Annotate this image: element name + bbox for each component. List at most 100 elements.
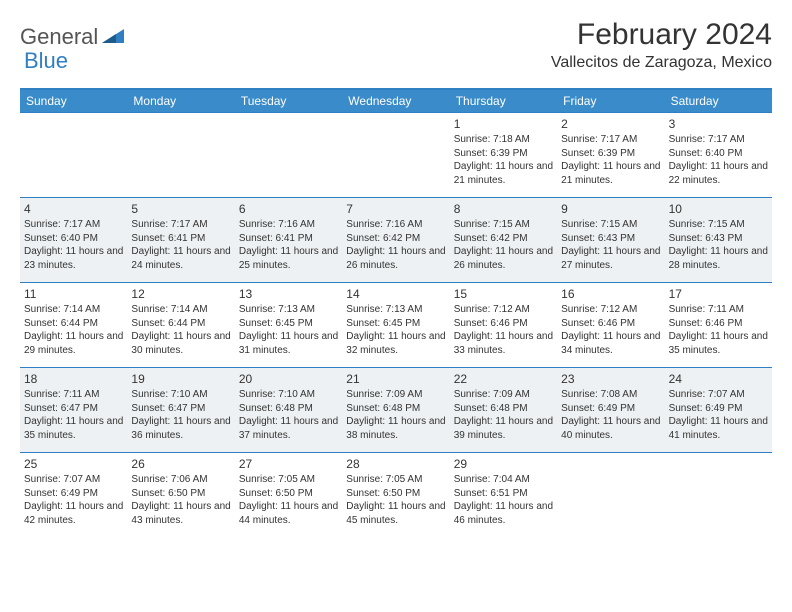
sunset-text: Sunset: 6:47 PM: [131, 402, 230, 416]
sunset-text: Sunset: 6:39 PM: [454, 147, 553, 161]
daylight-text: Daylight: 11 hours and 40 minutes.: [561, 415, 660, 442]
sunset-text: Sunset: 6:48 PM: [346, 402, 445, 416]
sunset-text: Sunset: 6:49 PM: [24, 487, 123, 501]
day-number: 3: [669, 116, 768, 132]
sunrise-text: Sunrise: 7:15 AM: [454, 218, 553, 232]
sunrise-text: Sunrise: 7:14 AM: [24, 303, 123, 317]
day-number: 8: [454, 201, 553, 217]
sunset-text: Sunset: 6:45 PM: [239, 317, 338, 331]
day-cell: 8Sunrise: 7:15 AMSunset: 6:42 PMDaylight…: [450, 198, 557, 282]
day-cell: [665, 453, 772, 537]
day-number: 13: [239, 286, 338, 302]
day-cell: [127, 113, 234, 197]
daylight-text: Daylight: 11 hours and 41 minutes.: [669, 415, 768, 442]
day-number: 14: [346, 286, 445, 302]
day-number: 20: [239, 371, 338, 387]
sunrise-text: Sunrise: 7:16 AM: [239, 218, 338, 232]
sunrise-text: Sunrise: 7:12 AM: [454, 303, 553, 317]
sunrise-text: Sunrise: 7:09 AM: [346, 388, 445, 402]
day-number: 16: [561, 286, 660, 302]
sunset-text: Sunset: 6:46 PM: [454, 317, 553, 331]
daylight-text: Daylight: 11 hours and 26 minutes.: [454, 245, 553, 272]
day-cell: 24Sunrise: 7:07 AMSunset: 6:49 PMDayligh…: [665, 368, 772, 452]
sunrise-text: Sunrise: 7:05 AM: [239, 473, 338, 487]
sunrise-text: Sunrise: 7:12 AM: [561, 303, 660, 317]
sunrise-text: Sunrise: 7:11 AM: [669, 303, 768, 317]
day-number: 4: [24, 201, 123, 217]
sunset-text: Sunset: 6:50 PM: [131, 487, 230, 501]
sunset-text: Sunset: 6:40 PM: [24, 232, 123, 246]
sunrise-text: Sunrise: 7:04 AM: [454, 473, 553, 487]
sunset-text: Sunset: 6:44 PM: [24, 317, 123, 331]
sunrise-text: Sunrise: 7:17 AM: [24, 218, 123, 232]
sunrise-text: Sunrise: 7:11 AM: [24, 388, 123, 402]
daylight-text: Daylight: 11 hours and 33 minutes.: [454, 330, 553, 357]
sunrise-text: Sunrise: 7:15 AM: [561, 218, 660, 232]
daylight-text: Daylight: 11 hours and 35 minutes.: [24, 415, 123, 442]
daylight-text: Daylight: 11 hours and 29 minutes.: [24, 330, 123, 357]
day-cell: [20, 113, 127, 197]
sunrise-text: Sunrise: 7:10 AM: [131, 388, 230, 402]
sunrise-text: Sunrise: 7:15 AM: [669, 218, 768, 232]
sunrise-text: Sunrise: 7:17 AM: [669, 133, 768, 147]
day-number: 17: [669, 286, 768, 302]
sunset-text: Sunset: 6:42 PM: [346, 232, 445, 246]
daylight-text: Daylight: 11 hours and 37 minutes.: [239, 415, 338, 442]
sunset-text: Sunset: 6:46 PM: [561, 317, 660, 331]
brand-logo: General: [20, 18, 124, 50]
day-number: 22: [454, 371, 553, 387]
day-number: 23: [561, 371, 660, 387]
sunrise-text: Sunrise: 7:07 AM: [669, 388, 768, 402]
day-number: 10: [669, 201, 768, 217]
sunset-text: Sunset: 6:41 PM: [239, 232, 338, 246]
day-cell: 17Sunrise: 7:11 AMSunset: 6:46 PMDayligh…: [665, 283, 772, 367]
sunset-text: Sunset: 6:39 PM: [561, 147, 660, 161]
dow-friday: Friday: [557, 90, 664, 112]
location-text: Vallecitos de Zaragoza, Mexico: [551, 54, 772, 72]
daylight-text: Daylight: 11 hours and 42 minutes.: [24, 500, 123, 527]
day-cell: 23Sunrise: 7:08 AMSunset: 6:49 PMDayligh…: [557, 368, 664, 452]
daylight-text: Daylight: 11 hours and 30 minutes.: [131, 330, 230, 357]
day-cell: 2Sunrise: 7:17 AMSunset: 6:39 PMDaylight…: [557, 113, 664, 197]
day-number: 2: [561, 116, 660, 132]
daylight-text: Daylight: 11 hours and 35 minutes.: [669, 330, 768, 357]
calendar: Sunday Monday Tuesday Wednesday Thursday…: [20, 88, 772, 537]
dow-tuesday: Tuesday: [235, 90, 342, 112]
sunrise-text: Sunrise: 7:06 AM: [131, 473, 230, 487]
dow-thursday: Thursday: [450, 90, 557, 112]
day-number: 19: [131, 371, 230, 387]
day-cell: 25Sunrise: 7:07 AMSunset: 6:49 PMDayligh…: [20, 453, 127, 537]
day-cell: 13Sunrise: 7:13 AMSunset: 6:45 PMDayligh…: [235, 283, 342, 367]
daylight-text: Daylight: 11 hours and 24 minutes.: [131, 245, 230, 272]
month-title: February 2024: [551, 18, 772, 52]
sunset-text: Sunset: 6:42 PM: [454, 232, 553, 246]
day-cell: [342, 113, 449, 197]
sunrise-text: Sunrise: 7:17 AM: [131, 218, 230, 232]
sunset-text: Sunset: 6:50 PM: [346, 487, 445, 501]
sunset-text: Sunset: 6:46 PM: [669, 317, 768, 331]
sunrise-text: Sunrise: 7:08 AM: [561, 388, 660, 402]
daylight-text: Daylight: 11 hours and 27 minutes.: [561, 245, 660, 272]
daylight-text: Daylight: 11 hours and 32 minutes.: [346, 330, 445, 357]
daylight-text: Daylight: 11 hours and 26 minutes.: [346, 245, 445, 272]
sunset-text: Sunset: 6:40 PM: [669, 147, 768, 161]
day-cell: 9Sunrise: 7:15 AMSunset: 6:43 PMDaylight…: [557, 198, 664, 282]
day-number: 11: [24, 286, 123, 302]
week-row: 25Sunrise: 7:07 AMSunset: 6:49 PMDayligh…: [20, 452, 772, 537]
day-cell: 15Sunrise: 7:12 AMSunset: 6:46 PMDayligh…: [450, 283, 557, 367]
daylight-text: Daylight: 11 hours and 34 minutes.: [561, 330, 660, 357]
weeks-container: 1Sunrise: 7:18 AMSunset: 6:39 PMDaylight…: [20, 112, 772, 537]
day-cell: 26Sunrise: 7:06 AMSunset: 6:50 PMDayligh…: [127, 453, 234, 537]
day-cell: 5Sunrise: 7:17 AMSunset: 6:41 PMDaylight…: [127, 198, 234, 282]
day-number: 5: [131, 201, 230, 217]
week-row: 18Sunrise: 7:11 AMSunset: 6:47 PMDayligh…: [20, 367, 772, 452]
day-number: 28: [346, 456, 445, 472]
day-number: 12: [131, 286, 230, 302]
sunrise-text: Sunrise: 7:13 AM: [346, 303, 445, 317]
day-cell: 21Sunrise: 7:09 AMSunset: 6:48 PMDayligh…: [342, 368, 449, 452]
day-number: 26: [131, 456, 230, 472]
day-number: 29: [454, 456, 553, 472]
dow-row: Sunday Monday Tuesday Wednesday Thursday…: [20, 90, 772, 112]
dow-wednesday: Wednesday: [342, 90, 449, 112]
day-number: 7: [346, 201, 445, 217]
